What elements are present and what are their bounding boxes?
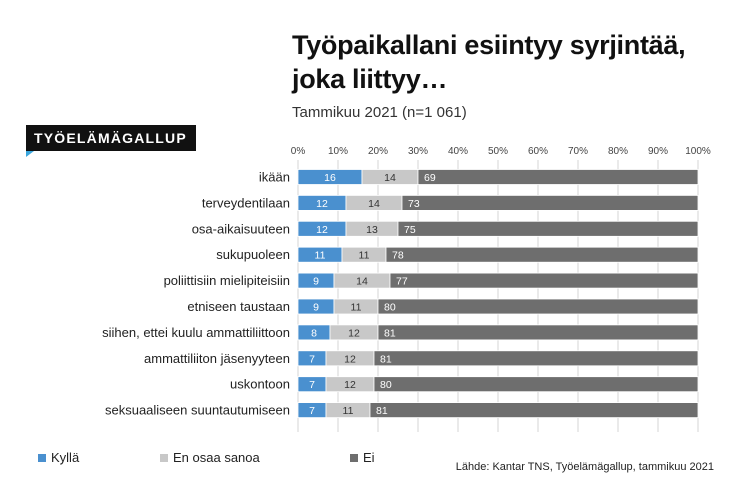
category-label: etniseen taustaan	[187, 299, 290, 314]
data-label: 80	[380, 379, 392, 391]
x-tick-label: 40%	[448, 146, 468, 157]
data-label: 12	[348, 327, 360, 339]
legend-item-ei: Ei	[350, 450, 375, 465]
category-label: osa-aikaisuuteen	[192, 221, 290, 236]
data-label: 11	[315, 250, 326, 262]
x-tick-label: 0%	[291, 146, 306, 157]
category-label: seksuaaliseen suuntautumiseen	[105, 403, 290, 418]
data-label: 75	[404, 224, 416, 236]
legend-swatch-ei	[350, 453, 358, 462]
category-label: uskontoon	[230, 377, 290, 392]
x-tick-label: 80%	[608, 146, 628, 157]
x-tick-label: 10%	[328, 146, 348, 157]
data-label: 78	[392, 250, 404, 262]
x-tick-label: 30%	[408, 146, 428, 157]
x-tick-label: 90%	[648, 146, 668, 157]
data-label: 12	[316, 198, 328, 210]
chart-subtitle: Tammikuu 2021 (n=1 061)	[292, 104, 467, 121]
data-label: 81	[376, 405, 388, 417]
legend-label-kylla: Kyllä	[51, 450, 80, 465]
data-label: 9	[313, 276, 319, 288]
data-label: 77	[396, 276, 408, 288]
data-label: 7	[309, 405, 315, 417]
legend-label-eos: En osaa sanoa	[173, 450, 260, 465]
brand-label: TYÖELÄMÄGALLUP	[26, 125, 196, 151]
data-label: 7	[309, 353, 315, 365]
data-label: 9	[313, 302, 319, 314]
x-tick-label: 100%	[685, 146, 711, 157]
data-label: 69	[424, 172, 436, 184]
bar-segment	[377, 324, 699, 341]
data-label: 12	[316, 224, 328, 236]
category-label: sukupuoleen	[216, 247, 290, 262]
legend-swatch-eos	[160, 453, 168, 462]
data-label: 12	[344, 353, 356, 365]
bar-segment	[385, 246, 699, 263]
data-label: 81	[380, 353, 392, 365]
data-label: 73	[408, 198, 420, 210]
data-label: 81	[384, 327, 396, 339]
data-label: 13	[366, 224, 378, 236]
bar-segment	[373, 350, 699, 367]
x-tick-label: 20%	[368, 146, 388, 157]
data-label: 14	[356, 276, 368, 288]
bar-segment	[397, 220, 699, 237]
bar-segment	[401, 194, 699, 211]
bar-segment	[417, 169, 699, 185]
legend-label-ei: Ei	[363, 450, 375, 465]
legend-item-kylla: Kyllä	[38, 450, 79, 465]
brand-accent-mark	[26, 151, 34, 157]
legend-item-eos: En osaa sanoa	[160, 450, 260, 465]
bar-segment	[369, 402, 699, 419]
category-label: terveydentilaan	[202, 195, 290, 210]
bar-segment	[373, 376, 699, 393]
data-label: 11	[359, 250, 370, 262]
category-label: ammattiliiton jäsenyyteen	[144, 351, 290, 366]
legend-swatch-kylla	[38, 453, 46, 462]
x-tick-label: 50%	[488, 146, 508, 157]
source-note: Lähde: Kantar TNS, Työelämägallup, tammi…	[455, 461, 714, 473]
data-label: 16	[324, 172, 336, 184]
x-tick-label: 70%	[568, 146, 588, 157]
bar-segment	[389, 272, 699, 289]
x-tick-label: 60%	[528, 146, 548, 157]
data-label: 7	[309, 379, 315, 391]
data-label: 8	[311, 327, 317, 339]
data-label: 11	[351, 302, 362, 314]
data-label: 14	[368, 198, 380, 210]
data-label: 12	[344, 379, 356, 391]
data-label: 11	[343, 405, 354, 417]
data-label: 14	[384, 172, 396, 184]
category-label: ikään	[259, 170, 290, 185]
data-label: 80	[384, 302, 396, 314]
chart-title: Työpaikallani esiintyy syrjintää, joka l…	[292, 30, 686, 94]
category-label: siihen, ettei kuulu ammattiliittoon	[102, 325, 290, 340]
category-label: poliittisiin mielipiteisiin	[164, 273, 290, 288]
bar-segment	[377, 298, 699, 315]
